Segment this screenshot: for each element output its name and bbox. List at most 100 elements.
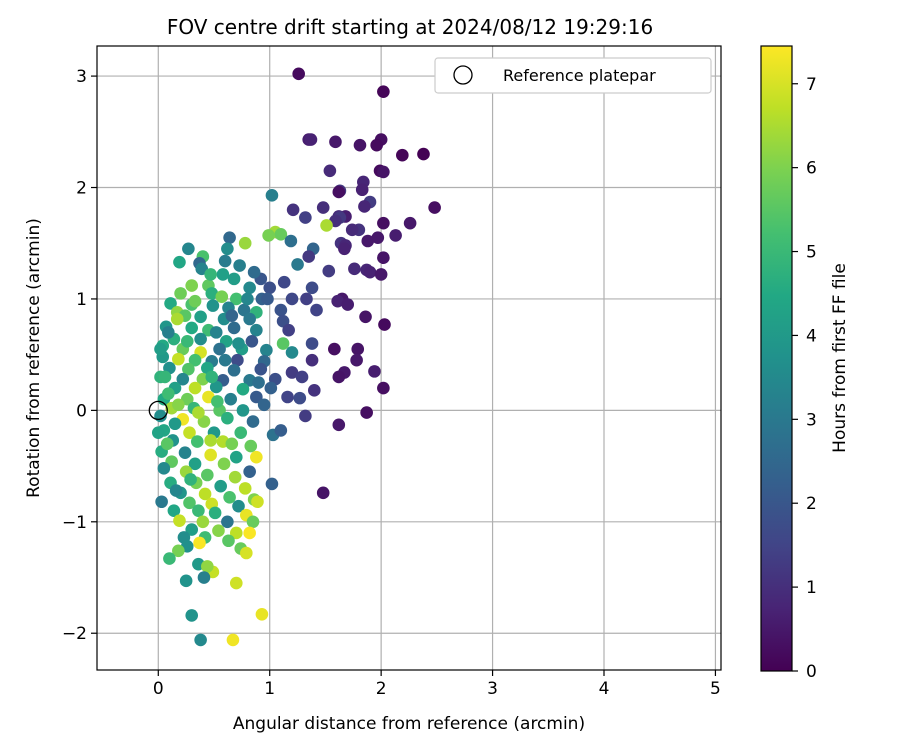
colorbar-tick-label: 0 [806, 662, 817, 682]
data-point [274, 228, 288, 241]
data-point [338, 242, 351, 256]
data-point [194, 633, 207, 647]
colorbar-tick-label: 1 [806, 578, 817, 598]
data-point [300, 292, 313, 306]
data-point [151, 426, 165, 439]
data-point [222, 534, 235, 548]
data-point [244, 439, 258, 453]
data-point [164, 297, 177, 310]
data-point [262, 229, 275, 242]
data-point [316, 486, 330, 500]
plot-frame [96, 45, 722, 671]
data-point [198, 487, 212, 501]
data-point [361, 234, 375, 248]
data-point [172, 398, 185, 412]
data-point [223, 231, 236, 244]
data-point [208, 506, 222, 520]
data-point [355, 183, 369, 197]
data-point [183, 426, 196, 439]
data-point [295, 370, 309, 384]
data-point [428, 201, 441, 214]
data-point [158, 370, 172, 384]
data-point [304, 133, 318, 146]
y-axis-ticks: −2 −1 0 1 2 3 [62, 67, 97, 644]
data-point [234, 426, 248, 439]
data-point [331, 294, 344, 308]
data-point [250, 390, 263, 404]
data-point [377, 251, 390, 265]
data-point [221, 515, 234, 529]
data-point [246, 415, 260, 428]
data-point [310, 303, 323, 317]
data-point [172, 352, 185, 366]
data-point [286, 203, 300, 217]
data-point [228, 470, 242, 484]
data-point [201, 468, 214, 482]
legend: Reference platepar [434, 57, 712, 94]
data-point [229, 576, 243, 590]
data-point [291, 258, 304, 271]
data-point [274, 424, 288, 437]
data-point [260, 343, 273, 357]
data-point [261, 292, 274, 306]
data-point [240, 546, 253, 560]
data-point [178, 446, 192, 460]
data-point [225, 437, 239, 451]
data-point [154, 342, 167, 356]
data-point [185, 523, 199, 536]
data-point [285, 366, 299, 379]
data-point [370, 138, 383, 152]
data-point [188, 457, 202, 471]
data-point [323, 164, 337, 178]
data-point [162, 326, 175, 339]
data-point [174, 287, 187, 300]
data-point [157, 462, 171, 475]
data-point [277, 275, 291, 289]
data-point [229, 450, 243, 464]
data-point [185, 321, 199, 335]
data-point [204, 448, 217, 462]
data-point [205, 370, 219, 384]
x-tick-label: 4 [599, 679, 610, 699]
data-point [358, 200, 371, 213]
data-point [238, 482, 252, 495]
data-point [281, 390, 294, 404]
colorbar-tick-label: 3 [806, 410, 817, 430]
data-point [169, 484, 183, 497]
data-point [359, 310, 372, 324]
data-point [243, 312, 256, 326]
x-tick-label: 2 [376, 679, 387, 699]
data-point [241, 292, 254, 306]
data-point [214, 479, 227, 493]
data-point [254, 362, 268, 376]
data-point [305, 281, 319, 295]
data-point [348, 262, 361, 276]
data-point [213, 342, 226, 356]
data-point [377, 216, 390, 230]
data-point [176, 372, 190, 386]
data-point [227, 363, 241, 377]
data-point [184, 473, 197, 486]
data-point [182, 242, 195, 256]
data-point [265, 189, 279, 202]
data-point [250, 323, 263, 337]
data-point [341, 298, 355, 311]
data-point [332, 185, 346, 199]
data-point [190, 435, 204, 448]
data-point [211, 395, 224, 408]
data-point [183, 496, 196, 510]
data-point [221, 242, 234, 256]
scatter-points [151, 67, 441, 647]
y-tick-label: −1 [62, 513, 87, 533]
colorbar-tick-label: 4 [806, 326, 817, 346]
data-point [236, 404, 250, 417]
data-point [302, 250, 316, 263]
data-point [192, 504, 205, 517]
data-point [252, 376, 265, 389]
data-point [353, 138, 367, 152]
data-point [276, 337, 290, 350]
data-point [212, 524, 225, 538]
data-point [197, 571, 211, 584]
chart-title: FOV centre drift starting at 2024/08/12 … [167, 15, 653, 39]
